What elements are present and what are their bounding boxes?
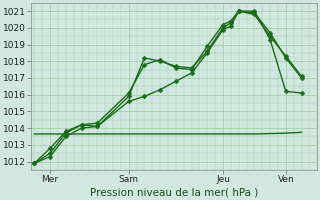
X-axis label: Pression niveau de la mer( hPa ): Pression niveau de la mer( hPa ) xyxy=(90,187,259,197)
